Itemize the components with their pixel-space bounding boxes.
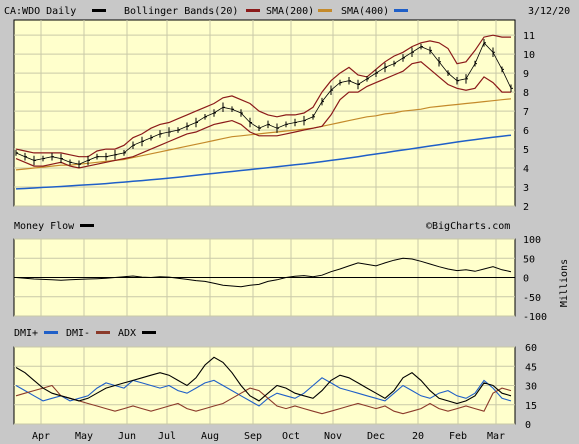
x-tick-label: Sep [244,431,262,442]
x-tick-label: Aug [201,431,219,442]
x-tick-label: Jul [158,431,176,442]
dmi-series-group [15,356,512,415]
chart-date: 3/12/20 [528,6,570,17]
money-flow-legend-swatch [80,224,94,227]
legend-sma400-label: SMA(400) [341,6,389,17]
x-tick-label: Feb [449,431,467,442]
y-tick-label: -100 [523,312,547,323]
x-axis-labels: Apr May Jun Jul Aug Sep Oct Nov Dec 20 Feb Mar [32,431,505,442]
legend-bollinger-label: Bollinger Bands(20) [124,6,238,17]
bollinger-lower-line [15,61,511,169]
x-tick-label: 20 [412,431,424,442]
money-flow-series-group [14,257,515,288]
x-tick-label: Mar [487,431,505,442]
x-tick-label: May [75,431,93,442]
x-tick-label: Dec [367,431,385,442]
y-tick-label: 10 [523,50,535,61]
y-tick-label: 5 [523,145,529,156]
symbol-legend-swatch [92,9,106,12]
y-tick-label: 4 [523,164,529,175]
dmi-plus-line [15,377,512,407]
x-tick-label: Jun [118,431,136,442]
legend-bollinger-swatch [246,9,260,12]
y-tick-label: 6 [523,126,529,137]
symbol-label: CA:WDO Daily [4,6,76,17]
legend-sma200-swatch [318,9,332,12]
price-line [15,42,512,165]
y-tick-label: 60 [525,343,537,354]
adx-label: ADX [118,328,136,339]
bollinger-upper-line [15,34,511,158]
dmi-plus-label: DMI+ [14,328,38,339]
sma200-line [15,98,512,171]
sma400-line [15,134,512,190]
x-tick-label: Nov [324,431,342,442]
x-tick-label: Apr [32,431,50,442]
y-tick-label: 30 [525,382,537,393]
dmi-minus-line [15,384,512,415]
y-tick-label: 8 [523,88,529,99]
money-flow-title: Money Flow [14,221,75,232]
dmi-plus-swatch [44,331,58,334]
y-tick-label: 50 [523,254,535,265]
y-tick-label: 15 [525,401,537,412]
money-flow-ylabel: Millions [559,259,570,307]
y-tick-label: 45 [525,362,537,373]
legend-sma400-swatch [394,9,408,12]
y-tick-label: 100 [523,235,541,246]
adx-line [15,356,512,405]
watermark: ©BigCharts.com [426,221,510,232]
money-flow-y-axis: 100 50 0 -50 -100 [523,235,547,323]
dmi-minus-label: DMI- [66,328,90,339]
adx-swatch [142,331,156,334]
dmi-minus-swatch [96,331,110,334]
y-tick-label: 11 [523,31,535,42]
y-tick-label: 0 [525,420,531,431]
legend-sma200-label: SMA(200) [266,6,314,17]
dmi-y-axis: 60 45 30 15 0 [525,343,537,431]
y-tick-label: 9 [523,69,529,80]
y-tick-label: 0 [523,274,529,285]
y-tick-label: -50 [523,293,541,304]
dmi-grid [14,346,515,425]
y-tick-label: 2 [523,202,529,213]
money-flow-line [15,257,512,288]
y-tick-label: 3 [523,183,529,194]
price-series-group [15,34,513,190]
x-tick-label: Oct [282,431,300,442]
price-y-axis: 2 3 4 5 6 7 8 9 10 11 [523,31,535,213]
y-tick-label: 7 [523,107,529,118]
